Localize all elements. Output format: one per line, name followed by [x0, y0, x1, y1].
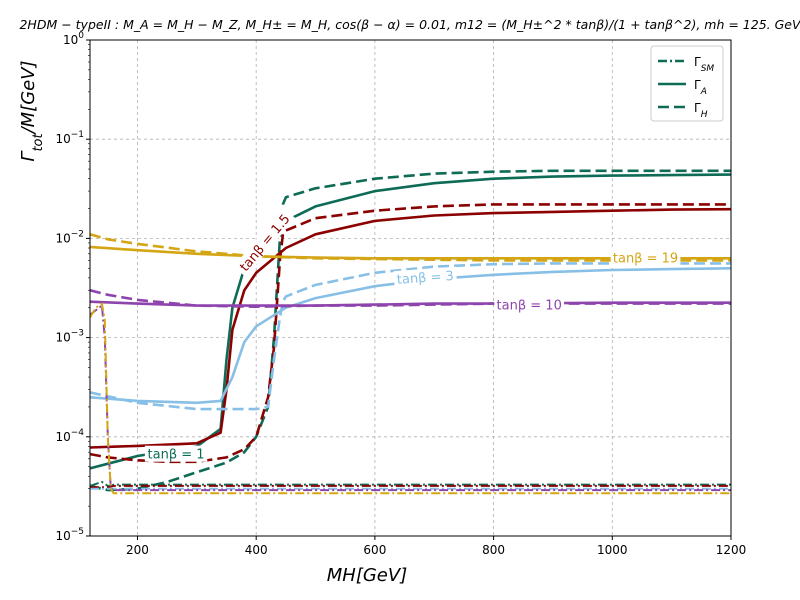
legend-box [650, 45, 724, 122]
axis-ticks: 200 400 600 800 1000 1200 10−5 10−4 10−3 10−2 10−1… [55, 31, 746, 557]
x-tick-label: 1200 [716, 543, 747, 557]
x-tick-label: 1000 [597, 543, 628, 557]
curve-label: tanβ = 10 [494, 296, 565, 314]
x-tick-label: 600 [363, 543, 386, 557]
y-tick-label: 100 [63, 31, 84, 47]
plot-frame [89, 39, 732, 537]
series-tanb-19-SM-line [90, 302, 731, 495]
curves [90, 169, 731, 495]
legend: ΓSM ΓA ΓH [650, 45, 724, 122]
curve-label-backing [610, 249, 681, 266]
curve-label-backing [393, 266, 457, 288]
curve-label-backing [233, 207, 296, 277]
x-tick-label: 800 [482, 543, 505, 557]
legend-label: ΓSM [694, 55, 714, 74]
curve-label-text: tanβ = 10 [497, 299, 562, 314]
legend-label: ΓA [694, 78, 707, 97]
series-tanb-3-H-line [90, 262, 731, 411]
curve-label-text: tanβ = 3 [396, 269, 454, 288]
x-axis-label: MH[GeV] [327, 565, 407, 586]
series-tanb-1-5-SM-line [90, 484, 731, 489]
curve-label-text: tanβ = 1 [148, 448, 205, 463]
curve-label: tanβ = 3 [393, 266, 457, 288]
curve-label-text: tanβ = 19 [613, 251, 678, 266]
series-tanb-19-H-line [90, 233, 731, 262]
curve-label: tanβ = 19 [610, 249, 681, 266]
curve-label-backing [494, 296, 565, 313]
chart-title: 2HDM − typeII : M_A = M_H − M_Z, M_H± = … [19, 17, 800, 32]
series-tanb-1-H-line [90, 169, 731, 492]
series-tanb-1-SM-line [90, 481, 731, 487]
y-axis-label: Γtot/M[GeV] [18, 60, 46, 161]
y-tick-label: 10−4 [55, 428, 84, 444]
curve-label: tanβ = 1 [144, 445, 208, 463]
series-tanb-3-A-line [90, 267, 731, 405]
series-tanb-1-5-H-line [90, 203, 731, 464]
x-tick-label: 200 [126, 543, 149, 557]
y-tick-label: 10−1 [55, 130, 84, 146]
series-tanb-1-5-A-line [90, 207, 731, 449]
curve-label-backing [144, 445, 208, 462]
y-tick-label: 10−2 [55, 229, 84, 245]
legend-label: ΓH [694, 101, 708, 120]
y-tick-label: 10−3 [55, 329, 84, 345]
x-tick-label: 400 [245, 543, 268, 557]
y-tick-label: 10−5 [55, 527, 84, 543]
